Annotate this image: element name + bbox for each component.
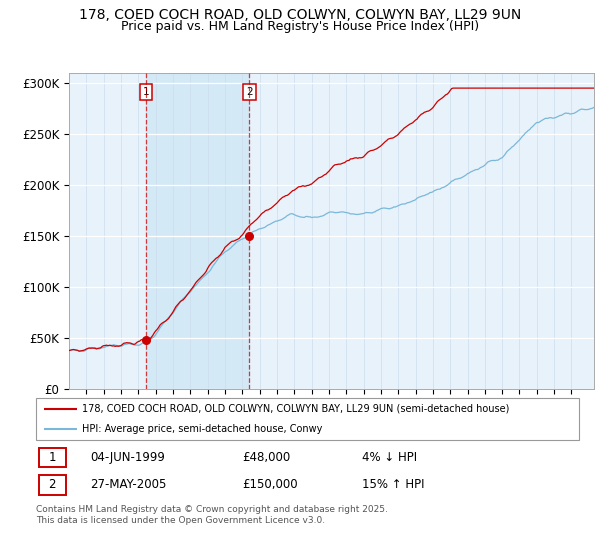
FancyBboxPatch shape — [36, 398, 579, 440]
Bar — [146, 73, 250, 389]
Text: 15% ↑ HPI: 15% ↑ HPI — [362, 478, 424, 492]
Text: Price paid vs. HM Land Registry's House Price Index (HPI): Price paid vs. HM Land Registry's House … — [121, 20, 479, 32]
Text: 2: 2 — [49, 478, 56, 492]
Text: 178, COED COCH ROAD, OLD COLWYN, COLWYN BAY, LL29 9UN (semi-detached house): 178, COED COCH ROAD, OLD COLWYN, COLWYN … — [82, 404, 509, 413]
Text: 4% ↓ HPI: 4% ↓ HPI — [362, 451, 417, 464]
FancyBboxPatch shape — [39, 447, 66, 468]
Text: £150,000: £150,000 — [242, 478, 298, 492]
Text: HPI: Average price, semi-detached house, Conwy: HPI: Average price, semi-detached house,… — [82, 424, 323, 433]
Text: 1: 1 — [49, 451, 56, 464]
Text: 04-JUN-1999: 04-JUN-1999 — [91, 451, 165, 464]
Text: 27-MAY-2005: 27-MAY-2005 — [91, 478, 167, 492]
FancyBboxPatch shape — [39, 475, 66, 495]
Text: 1: 1 — [142, 87, 149, 97]
Text: 178, COED COCH ROAD, OLD COLWYN, COLWYN BAY, LL29 9UN: 178, COED COCH ROAD, OLD COLWYN, COLWYN … — [79, 8, 521, 22]
Text: 2: 2 — [246, 87, 253, 97]
Text: £48,000: £48,000 — [242, 451, 290, 464]
Text: Contains HM Land Registry data © Crown copyright and database right 2025.
This d: Contains HM Land Registry data © Crown c… — [36, 505, 388, 525]
